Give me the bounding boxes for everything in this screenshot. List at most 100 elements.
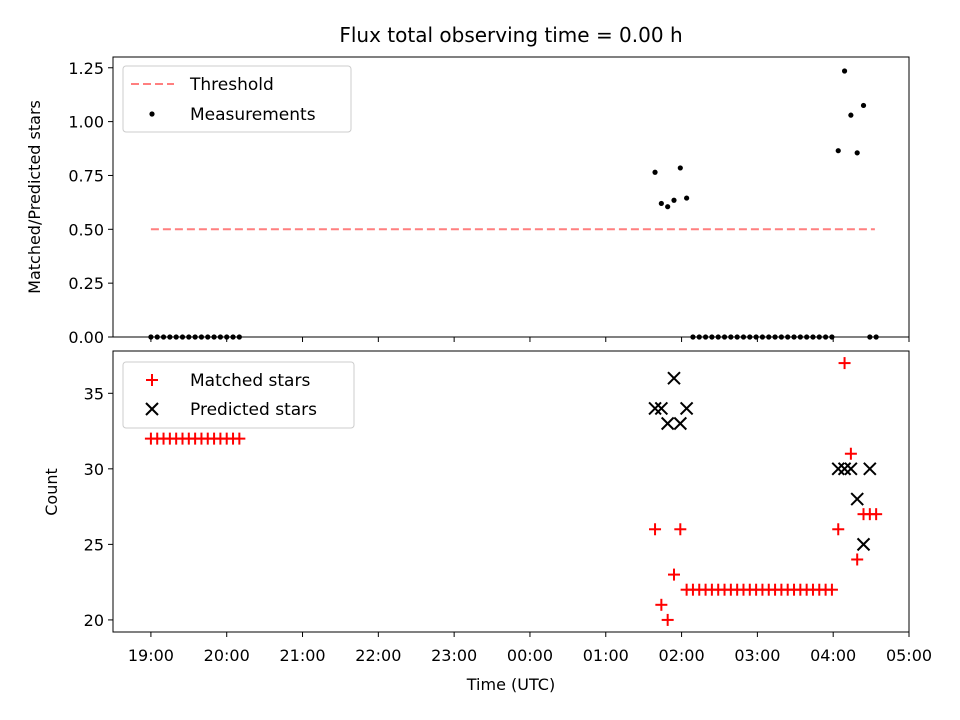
measurements-point (652, 169, 658, 175)
x-tick-label: 19:00 (128, 646, 174, 665)
measurements-legend-swatch (149, 111, 155, 117)
measurements-point (173, 334, 179, 340)
predicted-legend-label: Predicted stars (190, 400, 317, 420)
matched-stars-point (674, 523, 687, 536)
measurements-point (740, 334, 747, 340)
measurements-point (747, 334, 753, 340)
measurements-point (690, 334, 696, 340)
matched-stars-point (832, 523, 845, 536)
predicted-stars-point (831, 462, 845, 476)
measurements-point (702, 334, 709, 340)
matched-stars-point (233, 432, 246, 445)
measurements-point (192, 334, 198, 340)
measurements-point (715, 334, 721, 340)
measurements-point (167, 334, 173, 340)
bottom-panel: Count 19:00 20:00 21:00 22:00 23:00 00:00 01:0… (42, 350, 932, 694)
predicted-stars-point (850, 492, 864, 506)
bottom-y-axis-label: Count (42, 468, 61, 516)
measurements-point (848, 112, 854, 118)
predicted-stars-point (856, 537, 871, 552)
top-y-axis-label: Matched/Predicted stars (25, 100, 44, 294)
measurements-point (186, 334, 192, 340)
measurements-point (734, 334, 740, 340)
threshold-legend-label: Threshold (189, 75, 274, 95)
predicted-stars-point (673, 416, 688, 431)
bottom-legend-box (122, 361, 355, 429)
measurements-point (829, 334, 835, 340)
measurements-point (791, 334, 797, 340)
measurements-point (696, 334, 702, 340)
bottom-y-tick-label: 30 (84, 460, 104, 479)
predicted-stars-point (667, 371, 681, 385)
measurements-point (835, 148, 841, 154)
x-axis-label: Time (UTC) (466, 675, 555, 694)
measurements-point (759, 334, 766, 340)
measurements-point (804, 334, 810, 340)
measurements-point (766, 334, 772, 340)
measurements-point (230, 334, 236, 340)
measurements-point (236, 334, 242, 340)
matched-stars-point (870, 508, 883, 521)
top-legend-box (122, 65, 352, 133)
measurements-point (211, 334, 217, 340)
matched-stars-point (851, 553, 864, 566)
bottom-y-tick-label: 25 (84, 535, 104, 554)
bottom-y-tick-label: 20 (84, 611, 104, 630)
x-tick-label: 23:00 (431, 646, 477, 665)
top-legend: Threshold Measurements (122, 65, 352, 133)
predicted-stars-point (660, 416, 675, 431)
top-y-tick-label: 0.00 (68, 328, 104, 347)
x-tick-label: 00:00 (507, 646, 553, 665)
measurements-point (198, 334, 205, 340)
top-panel: Matched/Predicted stars 0.00 0.25 0.50 0.75… (25, 56, 910, 347)
top-y-tick-label: 0.25 (68, 274, 104, 293)
matched-legend-swatch (146, 374, 158, 386)
x-tick-label: 20:00 (204, 646, 250, 665)
matched-legend-label: Matched stars (190, 371, 310, 391)
predicted-stars-point (863, 462, 877, 476)
measurements-point (658, 200, 664, 207)
matched-stars-point (667, 568, 680, 581)
measurements-point (785, 334, 791, 340)
measurements-point (816, 334, 822, 340)
predicted-legend-swatch (145, 402, 159, 416)
matched-stars-point (844, 447, 857, 460)
measurements-point (154, 334, 160, 340)
bottom-y-tick-label: 35 (84, 384, 104, 403)
measurements-point (873, 334, 879, 340)
measurements-point (224, 334, 230, 340)
top-y-tick-label: 0.75 (68, 166, 104, 185)
top-y-tick-label: 0.50 (68, 220, 104, 239)
predicted-stars-point (844, 462, 858, 476)
predicted-stars-point (837, 462, 852, 476)
measurements-point (841, 68, 848, 74)
measurements-point (772, 334, 778, 340)
measurements-point (160, 334, 167, 340)
measurements-point (867, 334, 873, 340)
x-tick-label: 21:00 (279, 646, 325, 665)
measurements-point (709, 334, 715, 340)
predicted-stars-point (679, 401, 694, 416)
measurements-point (217, 334, 223, 340)
measurements-point (797, 334, 803, 340)
bottom-legend: Matched stars Predicted stars (122, 361, 355, 429)
matched-stars-point (661, 613, 674, 626)
measurements-point (205, 334, 211, 340)
measurements-point (823, 334, 829, 340)
measurements-point (665, 204, 671, 210)
measurements-point (671, 197, 677, 203)
x-tick-label: 02:00 (659, 646, 705, 665)
x-tick-label: 04:00 (810, 646, 856, 665)
measurements-point (860, 102, 867, 109)
measurements-point (179, 334, 186, 340)
measurements-point (778, 334, 784, 340)
measurements-point (753, 334, 759, 340)
predicted-stars-point (648, 401, 662, 416)
measurements-point (810, 334, 816, 340)
measurements-point (148, 334, 154, 340)
measurements-point (677, 165, 683, 171)
matched-stars-point (649, 523, 662, 536)
top-y-tick-label: 1.00 (68, 113, 104, 132)
matched-stars-point (655, 598, 668, 611)
x-tick-label: 05:00 (886, 646, 932, 665)
